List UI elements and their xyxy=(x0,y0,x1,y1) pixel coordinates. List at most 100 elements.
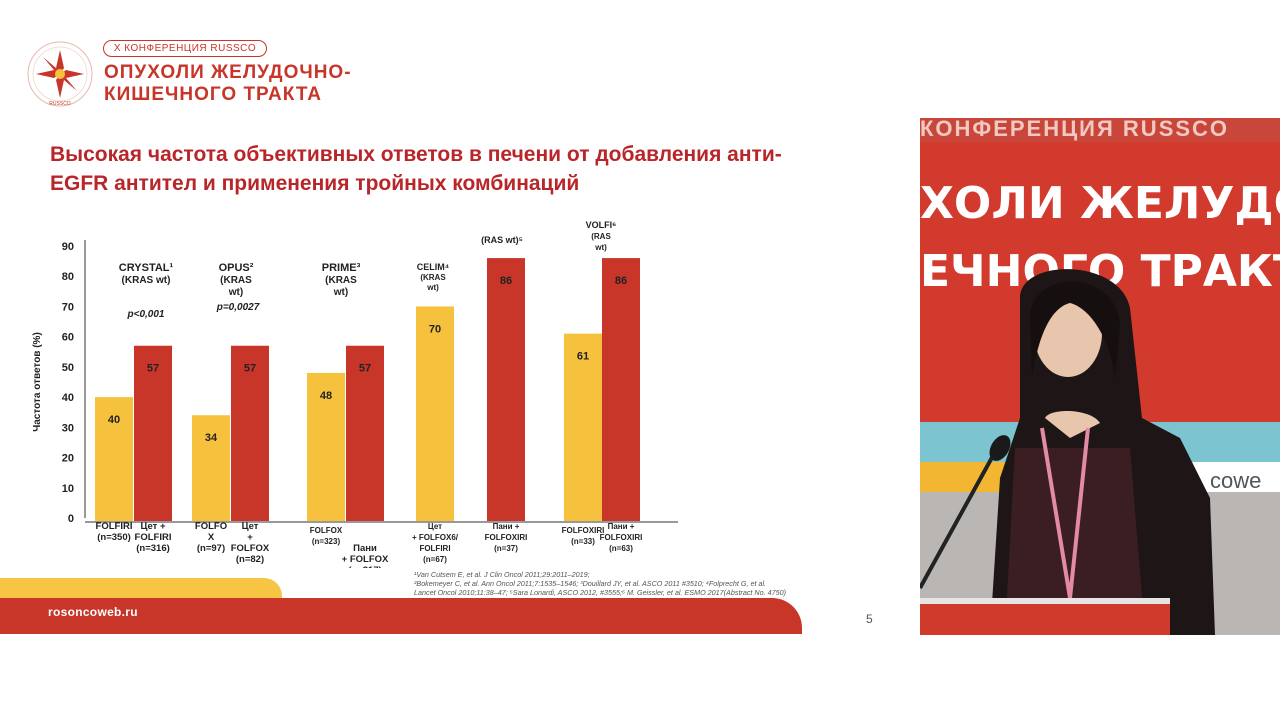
y-tick-label: 90 xyxy=(62,241,74,253)
category-label: (n=67) xyxy=(423,555,447,564)
study-annotation: CRYSTAL¹ xyxy=(119,262,174,274)
study-annotation: CELIM⁴ xyxy=(417,262,449,272)
study-annotation: p<0,001 xyxy=(127,309,165,320)
category-label: + FOLFOX6/ xyxy=(412,533,459,542)
banner-bottom-text: cowe xyxy=(1210,468,1261,493)
slide-title-line1: Высокая частота объективных ответов в пе… xyxy=(50,143,782,166)
russco-logo-icon: RUSSCO xyxy=(27,41,93,107)
bar-value-label: 61 xyxy=(577,351,589,363)
category-label: Пани + xyxy=(608,522,635,531)
bar xyxy=(192,415,230,521)
conference-label: X КОНФЕРЕНЦИЯ RUSSCO xyxy=(103,40,267,57)
study-annotation: wt) xyxy=(333,287,348,298)
svg-text:RUSSCO: RUSSCO xyxy=(49,101,71,107)
bar xyxy=(95,397,133,521)
reference-line: ²Bokemeyer C, et al. Ann Oncol 2011;7:15… xyxy=(414,579,767,588)
category-label: (n=37) xyxy=(494,544,518,553)
study-annotation: p=0,0027 xyxy=(216,302,260,313)
microphone-icon xyxy=(920,442,1002,589)
response-rate-chart: 0 10 20 30 40 50 60 70 80 90 Частота ответов (%) 40… xyxy=(32,220,678,568)
bar xyxy=(602,258,640,521)
study-annotation: (KRAS xyxy=(420,273,446,282)
conference-title-line1: ОПУХОЛИ ЖЕЛУДОЧНО- xyxy=(104,62,352,83)
presentation-slide: Высокая частота объективных ответов в пе… xyxy=(0,118,920,635)
bar xyxy=(134,345,172,521)
y-tick-label: 80 xyxy=(62,271,74,283)
bar xyxy=(307,372,345,521)
category-label: FOLFO xyxy=(195,521,227,532)
y-tick-label: 40 xyxy=(62,392,74,404)
bar xyxy=(564,333,602,521)
y-axis-label: Частота ответов (%) xyxy=(32,332,43,432)
y-tick-label: 50 xyxy=(62,362,74,374)
category-label: Пани xyxy=(353,543,377,554)
y-tick-label: 70 xyxy=(62,301,74,313)
category-label: FOLFIRI xyxy=(135,532,172,543)
bar-value-label: 70 xyxy=(429,323,441,335)
y-tick-label: 60 xyxy=(62,332,74,344)
study-annotation: OPUS² xyxy=(219,262,254,274)
bar-value-label: 86 xyxy=(615,275,627,287)
bar xyxy=(487,258,525,521)
category-label: FOLFOX xyxy=(310,526,343,535)
category-label: FOLFIRI xyxy=(419,544,450,553)
bar-value-label: 57 xyxy=(147,363,159,375)
references: ¹Van Cutsem E, et al. J Clin Oncol 2011;… xyxy=(414,570,884,597)
study-annotation: PRIME³ xyxy=(322,262,361,274)
study-annotation: wt) xyxy=(426,283,439,292)
category-label: (n=350) xyxy=(97,532,131,543)
banner-line1: ХОЛИ ЖЕЛУДОЧН xyxy=(920,178,1280,229)
category-label: (n=316) xyxy=(136,543,170,554)
study-annotation: wt) xyxy=(594,243,607,252)
category-label: Цет xyxy=(242,521,259,532)
category-label: FOLFOXIRI xyxy=(562,526,605,535)
speaker-figure xyxy=(990,269,1215,635)
reference-line: Lancet Oncol 2010;11:38–47; ⁵Sara Lonard… xyxy=(414,588,786,597)
category-label: X xyxy=(208,532,215,543)
bar-value-label: 57 xyxy=(244,363,256,375)
bar xyxy=(231,345,269,521)
study-annotation: VOLFI⁶ xyxy=(586,220,617,230)
reference-line: ¹Van Cutsem E, et al. J Clin Oncol 2011;… xyxy=(414,570,590,579)
speaker-video: КОНФЕРЕНЦИЯ RUSSCO ХОЛИ ЖЕЛУДОЧН ЕЧНОГО … xyxy=(920,118,1280,635)
category-label: (n=63) xyxy=(609,544,633,553)
category-label: (n=317) xyxy=(348,565,382,568)
y-tick-label: 30 xyxy=(62,422,74,434)
y-tick-label: 0 xyxy=(68,513,74,525)
bar-value-label: 86 xyxy=(500,275,512,287)
conference-header: RUSSCO X КОНФЕРЕНЦИЯ RUSSCO ОПУХОЛИ ЖЕЛУ… xyxy=(0,0,1280,118)
category-label: + xyxy=(247,532,253,543)
category-label: (n=97) xyxy=(197,543,225,554)
category-label: Пани + xyxy=(493,522,520,531)
slide-title-line2: EGFR антител и применения тройных комбин… xyxy=(50,172,580,195)
category-label: FOLFIRI xyxy=(96,521,133,532)
study-annotation: (RAS xyxy=(591,232,611,241)
y-tick-label: 10 xyxy=(62,483,74,495)
category-label: FOLFOXIRI xyxy=(600,533,643,542)
category-label: + FOLFOX xyxy=(342,554,389,565)
study-annotation: wt) xyxy=(228,287,243,298)
footer-bar xyxy=(0,598,802,634)
category-label: Цет xyxy=(428,522,442,531)
slide-title: Высокая частота объективных ответов в пе… xyxy=(50,140,810,198)
bar-value-label: 48 xyxy=(320,390,332,402)
category-label: (n=82) xyxy=(236,554,264,565)
y-tick-label: 20 xyxy=(62,453,74,465)
study-annotation: (KRAS xyxy=(325,275,357,286)
category-label: (n=323) xyxy=(312,537,341,546)
bar xyxy=(416,306,454,521)
bar-value-label: 40 xyxy=(108,414,120,426)
conference-title: ОПУХОЛИ ЖЕЛУДОЧНО- КИШЕЧНОГО ТРАКТА xyxy=(104,62,352,106)
website-link[interactable]: rosoncoweb.ru xyxy=(48,605,138,619)
category-label: FOLFOX xyxy=(231,543,270,554)
page-number: 5 xyxy=(866,612,873,626)
bar xyxy=(346,345,384,521)
category-label: Цет + xyxy=(140,521,166,532)
study-annotation: (KRAS xyxy=(220,275,252,286)
category-label: FOLFOXIRI xyxy=(485,533,528,542)
conference-title-line2: КИШЕЧНОГО ТРАКТА xyxy=(104,84,322,105)
footer-accent-bar xyxy=(0,578,282,598)
study-annotation: (KRAS wt) xyxy=(122,275,171,286)
podium xyxy=(920,603,1170,635)
banner-top-text: КОНФЕРЕНЦИЯ RUSSCO xyxy=(920,118,1229,141)
